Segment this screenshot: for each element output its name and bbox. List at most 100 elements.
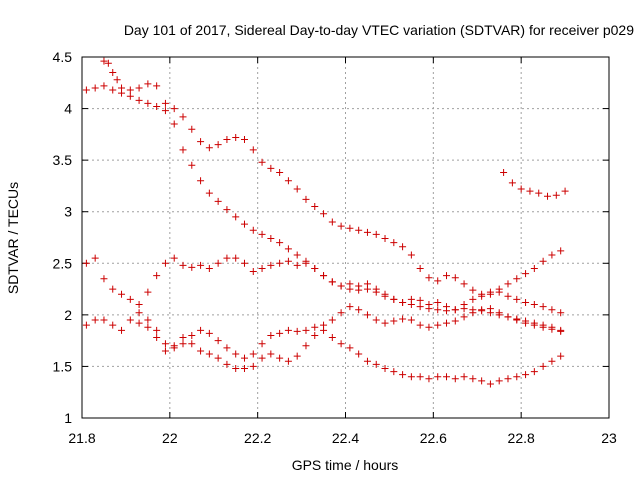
data-point bbox=[179, 146, 187, 154]
data-point bbox=[495, 377, 503, 385]
data-point bbox=[284, 177, 292, 185]
data-point bbox=[530, 368, 538, 376]
data-point bbox=[197, 177, 205, 185]
data-point bbox=[328, 334, 336, 342]
x-tick-label: 22.8 bbox=[508, 430, 535, 446]
data-point bbox=[451, 306, 459, 314]
data-point bbox=[276, 329, 284, 337]
data-point bbox=[390, 368, 398, 376]
data-point bbox=[91, 316, 99, 324]
data-point bbox=[425, 375, 433, 383]
data-point bbox=[170, 105, 178, 113]
data-point bbox=[205, 329, 213, 337]
data-point bbox=[205, 189, 213, 197]
data-point bbox=[240, 136, 248, 144]
data-point bbox=[513, 275, 521, 283]
data-point bbox=[539, 323, 547, 331]
data-point bbox=[126, 86, 134, 94]
data-point bbox=[381, 319, 389, 327]
data-point bbox=[328, 218, 336, 226]
x-tick-label: 22.6 bbox=[420, 430, 447, 446]
data-point bbox=[161, 347, 169, 355]
data-point bbox=[425, 301, 433, 309]
series-track-f bbox=[500, 169, 569, 200]
data-point bbox=[355, 226, 363, 234]
data-point bbox=[188, 161, 196, 169]
data-point bbox=[557, 327, 565, 335]
data-point bbox=[100, 57, 108, 65]
data-point bbox=[135, 301, 143, 309]
data-point bbox=[214, 259, 222, 267]
data-point bbox=[346, 344, 354, 352]
x-tick-label: 22 bbox=[162, 430, 178, 446]
data-point bbox=[539, 362, 547, 370]
data-point bbox=[109, 68, 117, 76]
data-point bbox=[320, 210, 328, 218]
data-point bbox=[249, 362, 257, 370]
data-point bbox=[363, 228, 371, 236]
data-point bbox=[135, 96, 143, 104]
data-point bbox=[355, 282, 363, 290]
data-point bbox=[363, 357, 371, 365]
data-point bbox=[267, 331, 275, 339]
data-point bbox=[460, 280, 468, 288]
data-point bbox=[548, 325, 556, 333]
data-point bbox=[205, 144, 213, 152]
data-point bbox=[144, 80, 152, 88]
data-point bbox=[197, 326, 205, 334]
data-point bbox=[390, 295, 398, 303]
y-tick-label: 4 bbox=[64, 101, 72, 117]
data-point bbox=[118, 84, 126, 92]
data-point bbox=[407, 373, 415, 381]
data-point bbox=[302, 195, 310, 203]
data-point bbox=[552, 191, 560, 199]
data-point bbox=[161, 259, 169, 267]
data-point bbox=[530, 321, 538, 329]
data-point bbox=[135, 84, 143, 92]
data-point bbox=[276, 239, 284, 247]
data-point bbox=[91, 84, 99, 92]
data-point bbox=[82, 259, 90, 267]
data-point bbox=[434, 306, 442, 314]
data-point bbox=[293, 261, 301, 269]
series-track-d bbox=[82, 303, 565, 362]
data-point bbox=[522, 371, 530, 379]
data-point bbox=[486, 380, 494, 388]
data-point bbox=[293, 327, 301, 335]
data-point bbox=[328, 316, 336, 324]
data-point bbox=[425, 274, 433, 282]
data-point bbox=[258, 340, 266, 348]
data-point bbox=[337, 222, 345, 230]
data-point bbox=[223, 136, 231, 144]
data-point bbox=[548, 306, 556, 314]
data-point bbox=[372, 285, 380, 293]
data-point bbox=[284, 257, 292, 265]
data-point bbox=[161, 99, 169, 107]
data-point bbox=[372, 230, 380, 238]
data-point bbox=[284, 245, 292, 253]
data-point bbox=[548, 251, 556, 259]
data-point bbox=[451, 317, 459, 325]
data-point bbox=[249, 268, 257, 276]
data-point bbox=[82, 86, 90, 94]
grid-lines bbox=[82, 57, 609, 418]
data-point bbox=[188, 125, 196, 133]
data-point bbox=[293, 251, 301, 259]
data-point bbox=[267, 350, 275, 358]
data-point bbox=[126, 92, 134, 100]
data-point bbox=[407, 251, 415, 259]
data-point bbox=[381, 235, 389, 243]
data-point bbox=[240, 220, 248, 228]
data-point bbox=[258, 264, 266, 272]
data-point bbox=[144, 323, 152, 331]
data-point bbox=[513, 373, 521, 381]
data-point bbox=[539, 257, 547, 265]
data-point bbox=[144, 99, 152, 107]
data-point bbox=[223, 344, 231, 352]
data-point bbox=[293, 185, 301, 193]
y-tick-label: 3.5 bbox=[53, 152, 73, 168]
data-point bbox=[109, 86, 117, 94]
data-point bbox=[469, 309, 477, 317]
series-track-a bbox=[82, 80, 565, 317]
data-point bbox=[478, 306, 486, 314]
